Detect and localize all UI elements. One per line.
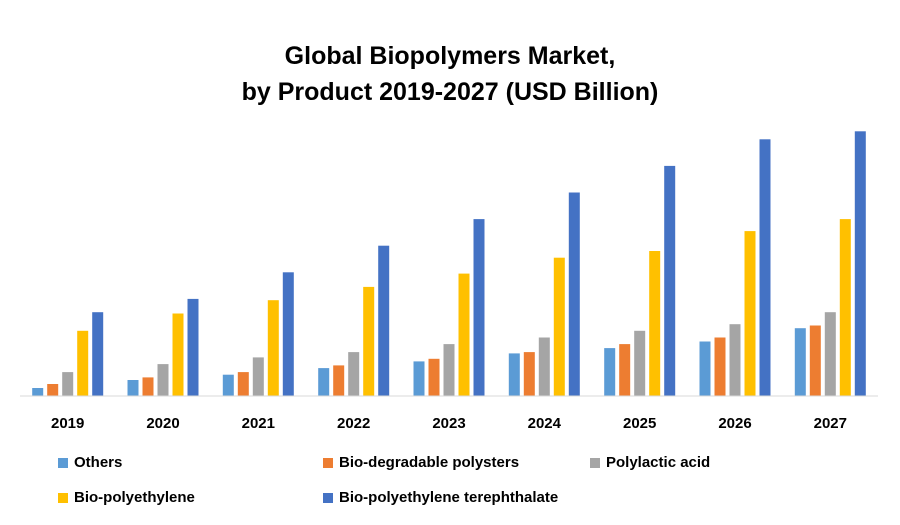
bar-bio-degradable-polysters-2025	[619, 344, 631, 396]
bar-polylactic-acid-2021	[252, 357, 264, 396]
bar-bio-polyethylene-2022	[363, 286, 375, 396]
x-tick-label-2021: 2021	[242, 415, 275, 432]
chart-title: Global Biopolymers Market, by Product 20…	[0, 38, 900, 110]
bar-bio-degradable-polysters-2022	[333, 365, 345, 396]
x-tick-label-2020: 2020	[146, 415, 179, 432]
x-tick-label-2024: 2024	[528, 415, 562, 432]
bar-bio-polyethylene-2025	[649, 251, 661, 396]
bar-bio-degradable-polysters-2027	[809, 325, 821, 396]
bar-bio-polyethylene-2021	[267, 300, 279, 396]
bar-bio-polyethylene-2019	[77, 330, 89, 396]
x-tick-label-2019: 2019	[51, 415, 84, 432]
bar-polylactic-acid-2023	[443, 344, 455, 396]
bar-bio-degradable-polysters-2021	[237, 372, 249, 396]
chart-title-line-1: Global Biopolymers Market,	[284, 42, 616, 70]
bar-polylactic-acid-2026	[729, 324, 741, 396]
bar-polylactic-acid-2020	[157, 364, 169, 396]
x-tick-label-2026: 2026	[718, 415, 751, 432]
bar-polylactic-acid-2022	[348, 352, 360, 396]
x-tick-label-2025: 2025	[623, 415, 656, 432]
bar-bio-polyethylene-2020	[172, 313, 184, 396]
bar-bio-polyethylene-terephthalate-2022	[378, 245, 390, 396]
bar-others-2026	[699, 341, 711, 396]
bar-polylactic-acid-2025	[634, 330, 646, 396]
bar-bio-polyethylene-2024	[553, 257, 565, 396]
bar-bio-degradable-polysters-2023	[428, 358, 440, 396]
bar-bio-degradable-polysters-2020	[142, 377, 154, 396]
bar-others-2019	[32, 388, 44, 396]
bar-bio-degradable-polysters-2024	[523, 352, 535, 396]
x-tick-label-2027: 2027	[814, 415, 847, 432]
bar-bio-polyethylene-terephthalate-2019	[92, 312, 104, 396]
bar-bio-polyethylene-terephthalate-2021	[282, 272, 294, 396]
chart-title-line-2: by Product 2019-2027 (USD Billion)	[241, 78, 659, 106]
bar-bio-polyethylene-2027	[839, 219, 851, 396]
bar-polylactic-acid-2024	[538, 337, 550, 396]
bar-polylactic-acid-2027	[824, 312, 836, 396]
bar-others-2020	[127, 380, 139, 396]
x-tick-label-2022: 2022	[337, 415, 370, 432]
bar-bio-polyethylene-2026	[744, 231, 756, 396]
bar-others-2024	[508, 353, 520, 396]
bar-bio-polyethylene-terephthalate-2020	[187, 298, 199, 396]
bar-bio-polyethylene-terephthalate-2023	[473, 219, 485, 396]
x-tick-labels: 2019 2020 2021 2022 2023 2024 2025 2026 2027	[51, 415, 847, 432]
bar-polylactic-acid-2019	[62, 372, 74, 396]
bars-group	[32, 131, 866, 397]
bar-bio-polyethylene-terephthalate-2027	[854, 131, 866, 397]
bar-others-2027	[794, 328, 806, 396]
bar-bio-polyethylene-terephthalate-2026	[759, 139, 771, 397]
x-tick-label-2023: 2023	[432, 415, 465, 432]
bar-others-2022	[318, 368, 330, 396]
bar-others-2023	[413, 361, 425, 396]
bar-bio-degradable-polysters-2026	[714, 337, 726, 396]
bar-bio-degradable-polysters-2019	[47, 384, 59, 396]
bar-bio-polyethylene-terephthalate-2025	[664, 165, 676, 396]
bar-bio-polyethylene-terephthalate-2024	[568, 192, 580, 396]
bar-bio-polyethylene-2023	[458, 273, 470, 396]
bar-others-2025	[604, 348, 616, 396]
bar-others-2021	[222, 374, 234, 396]
